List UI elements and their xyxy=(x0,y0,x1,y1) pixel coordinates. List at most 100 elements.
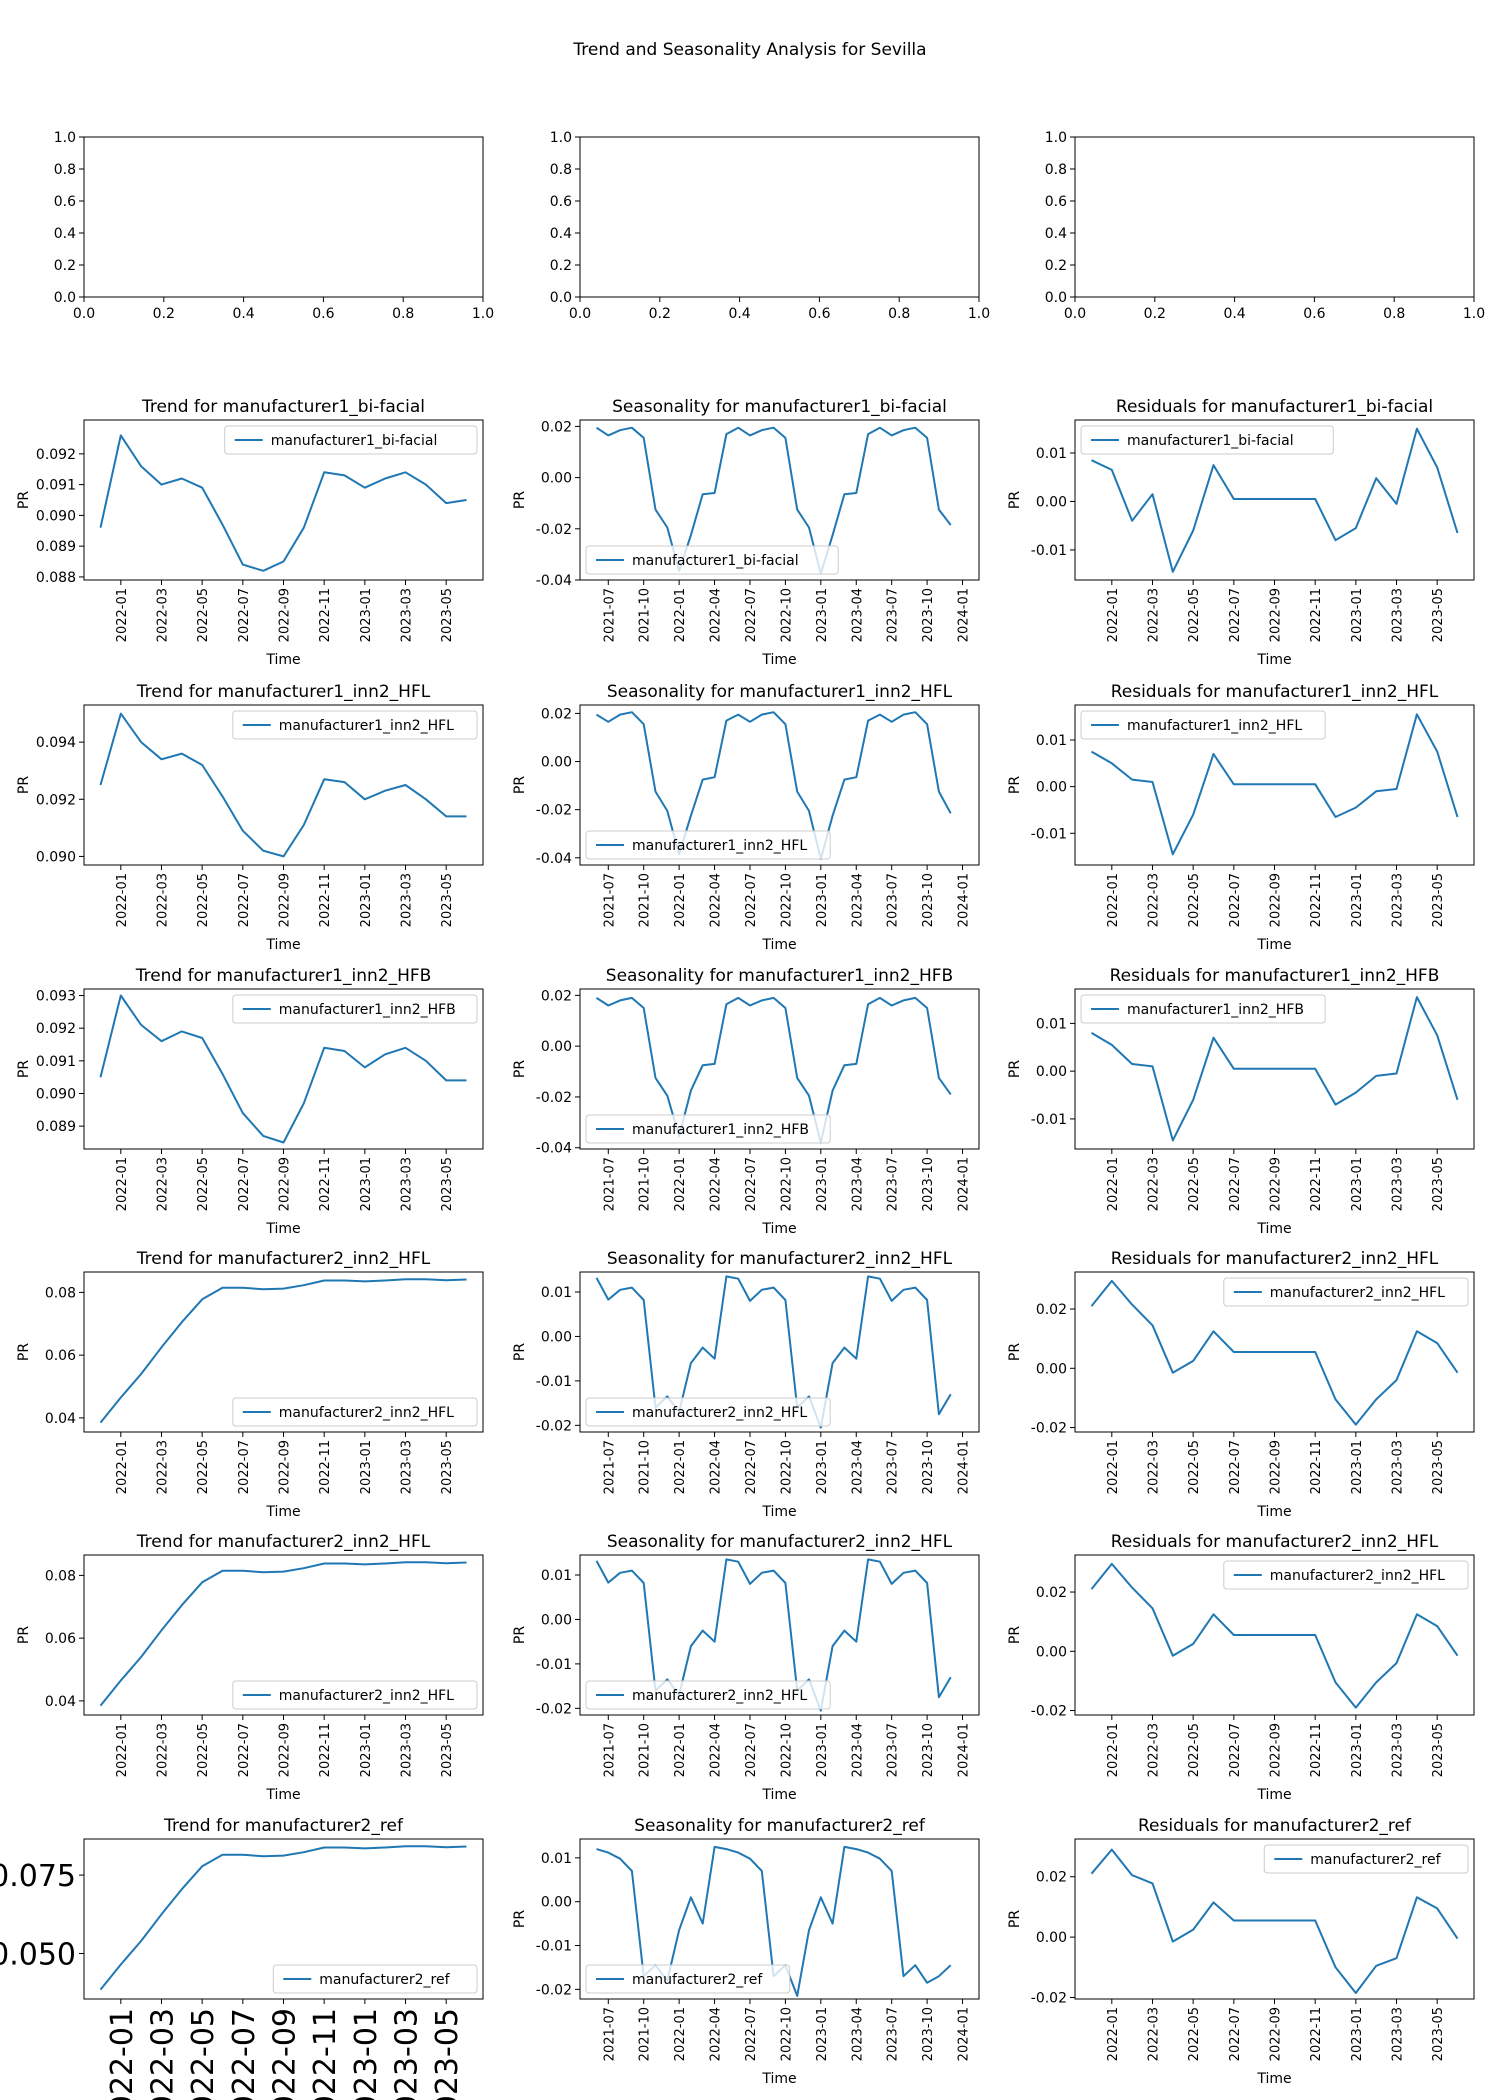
x-axis-label: Time xyxy=(1256,2071,1291,2087)
x-axis-label: Time xyxy=(265,1787,300,1803)
x-tick-label: 2022-01 xyxy=(673,1440,688,1494)
y-tick-label: 0.01 xyxy=(1036,733,1067,749)
y-tick-label: 0.08 xyxy=(45,1285,76,1301)
legend-label: manufacturer1_inn2_HFL xyxy=(632,838,807,854)
x-tick-label: 0.0 xyxy=(73,306,95,322)
x-tick-label: 2022-01 xyxy=(1106,588,1121,642)
subplot-title: Residuals for manufacturer1_inn2_HFL xyxy=(1111,682,1439,702)
x-tick-label: 2022-01 xyxy=(673,1157,688,1211)
legend-box xyxy=(1080,994,1326,1024)
x-axis-label: Time xyxy=(761,937,796,953)
subplot-5-2: Seasonality for manufacturer2_inn2_HFL 20… xyxy=(512,1249,980,1520)
x-tick-label: 2022-03 xyxy=(155,1440,170,1494)
x-tick-label: 2021-10 xyxy=(638,1440,653,1494)
subplot-title: Seasonality for manufacturer2_inn2_HFL xyxy=(607,1532,953,1552)
y-tick-label: 0.04 xyxy=(45,1694,76,1710)
x-tick-label: 2023-04 xyxy=(850,873,865,927)
subplot-4-2: Seasonality for manufacturer1_inn2_HFB 20… xyxy=(512,966,980,1237)
x-tick-label: 2023-03 xyxy=(1391,873,1406,927)
x-tick-label: 2022-07 xyxy=(1228,2007,1243,2061)
x-tick-label: 2021-10 xyxy=(638,588,653,642)
legend: manufacturer2_inn2_HFL xyxy=(1223,1277,1469,1307)
x-tick-label: 2023-05 xyxy=(440,1723,455,1777)
x-tick-label: 2021-07 xyxy=(602,1723,617,1777)
y-axis-label: PR xyxy=(1007,776,1023,794)
x-tick-label: 2023-05 xyxy=(1431,2007,1446,2061)
subplot-title: Trend for manufacturer2_ref xyxy=(163,1816,404,1836)
x-tick-label: 2022-09 xyxy=(1269,1723,1284,1777)
subplot-6-1: Trend for manufacturer2_inn2_HFL 2022-01 2… xyxy=(16,1532,484,1803)
x-tick-label: 2023-01 xyxy=(815,1157,830,1211)
x-tick-label: 2023-03 xyxy=(400,873,415,927)
y-tick-label: 0.00 xyxy=(541,471,572,487)
legend-label: manufacturer2_inn2_HFL xyxy=(632,1405,807,1421)
x-tick-label: 0.2 xyxy=(153,306,175,322)
legend-box xyxy=(1080,425,1334,455)
x-tick-label: 2023-07 xyxy=(886,2007,901,2061)
x-tick-label: 2023-01 xyxy=(815,588,830,642)
legend-box xyxy=(1263,1844,1469,1874)
x-tick-label: 2022-10 xyxy=(779,588,794,642)
x-tick-label: 2023-05 xyxy=(440,1440,455,1494)
legend-box xyxy=(1223,1277,1469,1307)
y-tick-label: 0.02 xyxy=(541,988,572,1004)
axes-frame xyxy=(579,704,980,866)
y-tick-label: -0.02 xyxy=(536,1090,572,1106)
axes-frame xyxy=(579,419,980,581)
x-tick-label: 2022-05 xyxy=(196,588,211,642)
x-tick-label: 2021-10 xyxy=(638,1157,653,1211)
x-tick-label: 2023-01 xyxy=(359,1157,374,1211)
x-tick-label: 2022-07 xyxy=(744,1723,759,1777)
axes-frame xyxy=(83,136,484,298)
x-tick-label: 2022-05 xyxy=(1187,1157,1202,1211)
x-tick-label: 0.4 xyxy=(1223,306,1245,322)
legend-label: manufacturer1_inn2_HFL xyxy=(279,718,454,734)
x-tick-label: 2022-03 xyxy=(155,1157,170,1211)
x-tick-label: 2022-09 xyxy=(278,1723,293,1777)
x-tick-label: 2023-04 xyxy=(850,588,865,642)
x-tick-label: 2022-01 xyxy=(115,1440,130,1494)
legend-label: manufacturer2_ref xyxy=(1310,1852,1441,1868)
x-tick-label: 0.4 xyxy=(232,306,254,322)
x-tick-label: 2022-07 xyxy=(1228,588,1243,642)
y-tick-label: 0.094 xyxy=(36,735,76,751)
x-tick-label: 2021-07 xyxy=(602,1157,617,1211)
y-tick-label: 0.01 xyxy=(1036,1016,1067,1032)
legend-box xyxy=(585,830,831,860)
x-tick-label: 2022-01 xyxy=(673,2007,688,2061)
x-tick-label: 2022-04 xyxy=(709,588,724,642)
series-line xyxy=(595,996,952,1144)
y-tick-label: 0.090 xyxy=(36,849,76,865)
y-tick-label: 0.092 xyxy=(36,447,76,463)
y-tick-label: -0.04 xyxy=(536,851,572,867)
subplot-title: Residuals for manufacturer2_inn2_HFL xyxy=(1111,1532,1439,1552)
y-tick-label: 0.06 xyxy=(45,1631,76,1647)
x-tick-label: 2022-07 xyxy=(744,2007,759,2061)
y-tick-label: 0.02 xyxy=(541,419,572,435)
x-tick-label: 2022-03 xyxy=(145,2008,180,2100)
y-tick-label: 0.092 xyxy=(36,792,76,808)
subplot-7-2: Seasonality for manufacturer2_ref 2021-07… xyxy=(512,1816,980,2087)
x-tick-label: 2023-10 xyxy=(921,2007,936,2061)
x-tick-label: 2022-04 xyxy=(709,1157,724,1211)
legend-box xyxy=(585,1964,791,1994)
legend: manufacturer2_ref xyxy=(272,1964,478,1994)
x-tick-label: 2023-03 xyxy=(1391,2007,1406,2061)
series-line xyxy=(1090,1848,1459,1994)
x-tick-label: 2022-04 xyxy=(709,1723,724,1777)
legend: manufacturer1_inn2_HFB xyxy=(1080,994,1326,1024)
y-axis-label: PR xyxy=(512,776,528,794)
x-tick-label: 1.0 xyxy=(968,306,990,322)
x-tick-label: 2023-01 xyxy=(815,1440,830,1494)
x-tick-label: 2023-05 xyxy=(1431,873,1446,927)
y-tick-label: -0.01 xyxy=(536,1939,572,1955)
y-tick-label: 0.6 xyxy=(54,194,76,210)
figure-title: Trend and Seasonality Analysis for Sevil… xyxy=(573,40,927,60)
y-tick-label: 0.8 xyxy=(1045,162,1067,178)
series-line xyxy=(99,1561,467,1707)
x-tick-label: 2022-05 xyxy=(196,873,211,927)
y-tick-label: -0.01 xyxy=(536,1374,572,1390)
x-axis-label: Time xyxy=(761,1504,796,1520)
axes-frame xyxy=(579,1554,980,1716)
x-tick-label: 0.6 xyxy=(1303,306,1325,322)
